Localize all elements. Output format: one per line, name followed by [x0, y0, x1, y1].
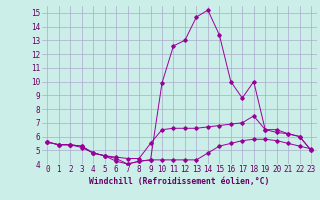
X-axis label: Windchill (Refroidissement éolien,°C): Windchill (Refroidissement éolien,°C) — [89, 177, 269, 186]
